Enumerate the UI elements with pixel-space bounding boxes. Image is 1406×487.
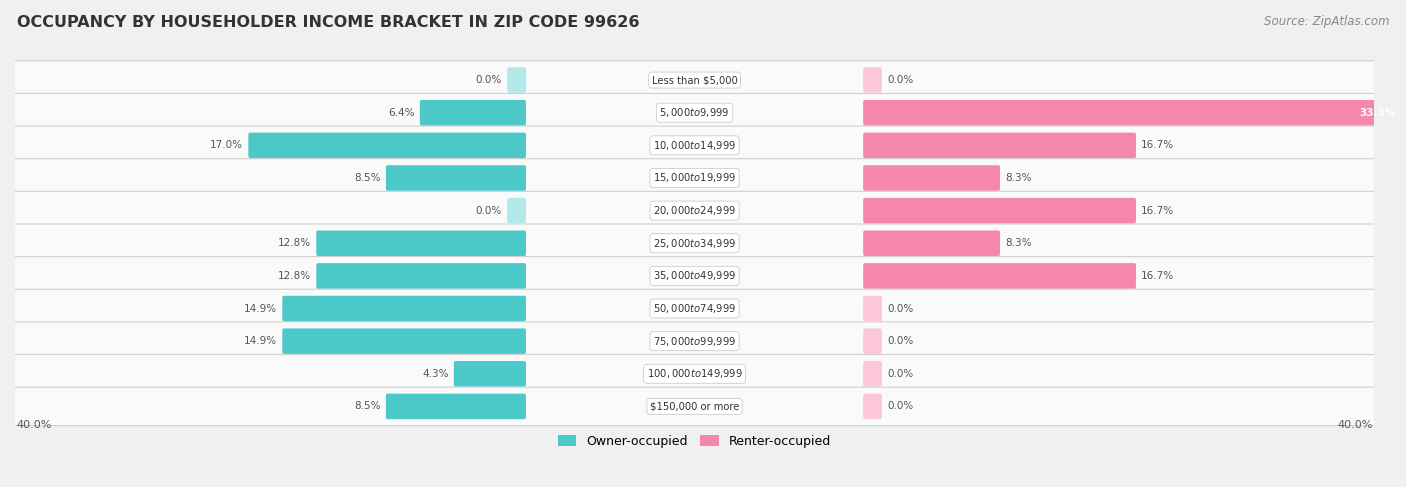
- Text: $75,000 to $99,999: $75,000 to $99,999: [652, 335, 737, 348]
- FancyBboxPatch shape: [863, 230, 1000, 256]
- FancyBboxPatch shape: [508, 67, 526, 93]
- Text: $100,000 to $149,999: $100,000 to $149,999: [647, 367, 742, 380]
- FancyBboxPatch shape: [283, 296, 526, 321]
- FancyBboxPatch shape: [420, 100, 526, 126]
- FancyBboxPatch shape: [863, 393, 882, 419]
- FancyBboxPatch shape: [13, 94, 1376, 132]
- Text: $10,000 to $14,999: $10,000 to $14,999: [652, 139, 737, 152]
- Text: 0.0%: 0.0%: [887, 369, 914, 379]
- Text: $50,000 to $74,999: $50,000 to $74,999: [652, 302, 737, 315]
- Text: $150,000 or more: $150,000 or more: [650, 401, 740, 412]
- FancyBboxPatch shape: [863, 132, 1136, 158]
- Text: $35,000 to $49,999: $35,000 to $49,999: [652, 269, 737, 282]
- Text: 6.4%: 6.4%: [388, 108, 415, 118]
- Text: 0.0%: 0.0%: [475, 206, 502, 216]
- FancyBboxPatch shape: [863, 296, 882, 321]
- Text: 16.7%: 16.7%: [1142, 140, 1174, 150]
- FancyBboxPatch shape: [13, 322, 1376, 360]
- FancyBboxPatch shape: [13, 159, 1376, 197]
- FancyBboxPatch shape: [863, 328, 882, 354]
- Text: 17.0%: 17.0%: [209, 140, 243, 150]
- FancyBboxPatch shape: [13, 191, 1376, 230]
- FancyBboxPatch shape: [13, 126, 1376, 165]
- Text: 12.8%: 12.8%: [278, 271, 311, 281]
- Text: 8.5%: 8.5%: [354, 173, 381, 183]
- Text: OCCUPANCY BY HOUSEHOLDER INCOME BRACKET IN ZIP CODE 99626: OCCUPANCY BY HOUSEHOLDER INCOME BRACKET …: [17, 15, 640, 30]
- Legend: Owner-occupied, Renter-occupied: Owner-occupied, Renter-occupied: [553, 430, 837, 453]
- FancyBboxPatch shape: [13, 387, 1376, 426]
- FancyBboxPatch shape: [249, 132, 526, 158]
- Text: 0.0%: 0.0%: [475, 75, 502, 85]
- Text: 8.5%: 8.5%: [354, 401, 381, 412]
- Text: 8.3%: 8.3%: [1005, 173, 1032, 183]
- FancyBboxPatch shape: [13, 61, 1376, 99]
- FancyBboxPatch shape: [385, 165, 526, 191]
- FancyBboxPatch shape: [863, 361, 882, 387]
- Text: $20,000 to $24,999: $20,000 to $24,999: [652, 204, 737, 217]
- FancyBboxPatch shape: [316, 230, 526, 256]
- FancyBboxPatch shape: [863, 67, 882, 93]
- Text: 33.3%: 33.3%: [1360, 108, 1395, 118]
- Text: 0.0%: 0.0%: [887, 401, 914, 412]
- FancyBboxPatch shape: [454, 361, 526, 387]
- FancyBboxPatch shape: [316, 263, 526, 289]
- FancyBboxPatch shape: [385, 393, 526, 419]
- Text: 40.0%: 40.0%: [17, 420, 52, 430]
- Text: 16.7%: 16.7%: [1142, 206, 1174, 216]
- FancyBboxPatch shape: [863, 263, 1136, 289]
- Text: Source: ZipAtlas.com: Source: ZipAtlas.com: [1264, 15, 1389, 28]
- FancyBboxPatch shape: [863, 198, 1136, 224]
- FancyBboxPatch shape: [13, 355, 1376, 393]
- Text: $25,000 to $34,999: $25,000 to $34,999: [652, 237, 737, 250]
- Text: 8.3%: 8.3%: [1005, 238, 1032, 248]
- Text: $5,000 to $9,999: $5,000 to $9,999: [659, 106, 730, 119]
- FancyBboxPatch shape: [13, 257, 1376, 295]
- FancyBboxPatch shape: [13, 289, 1376, 328]
- Text: 14.9%: 14.9%: [245, 336, 277, 346]
- Text: $15,000 to $19,999: $15,000 to $19,999: [652, 171, 737, 185]
- Text: 14.9%: 14.9%: [245, 303, 277, 314]
- FancyBboxPatch shape: [283, 328, 526, 354]
- FancyBboxPatch shape: [508, 198, 526, 224]
- Text: 4.3%: 4.3%: [422, 369, 449, 379]
- Text: 0.0%: 0.0%: [887, 75, 914, 85]
- FancyBboxPatch shape: [863, 100, 1405, 126]
- Text: 12.8%: 12.8%: [278, 238, 311, 248]
- FancyBboxPatch shape: [863, 165, 1000, 191]
- Text: 0.0%: 0.0%: [887, 336, 914, 346]
- Text: Less than $5,000: Less than $5,000: [652, 75, 737, 85]
- Text: 40.0%: 40.0%: [1337, 420, 1372, 430]
- Text: 16.7%: 16.7%: [1142, 271, 1174, 281]
- FancyBboxPatch shape: [13, 224, 1376, 262]
- Text: 0.0%: 0.0%: [887, 303, 914, 314]
